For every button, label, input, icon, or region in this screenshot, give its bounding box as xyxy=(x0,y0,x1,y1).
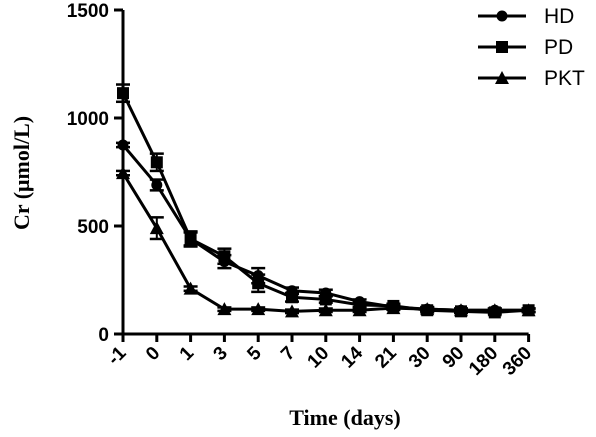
data-point xyxy=(218,250,231,263)
data-point xyxy=(454,303,468,317)
data-point xyxy=(116,166,130,180)
y-tick-label: 1000 xyxy=(67,109,109,130)
data-point xyxy=(217,302,232,316)
legend-entry: PKT xyxy=(478,67,585,90)
x-tick-label: 21 xyxy=(371,342,401,372)
series-pkt xyxy=(116,166,536,318)
x-tick-label: 90 xyxy=(439,343,469,373)
legend-marker xyxy=(495,71,509,84)
data-point xyxy=(251,302,266,316)
data-point xyxy=(117,139,129,151)
data-point xyxy=(352,303,367,317)
x-axis-title: Time (days) xyxy=(289,405,400,430)
x-tick-label: -1 xyxy=(104,342,131,369)
legend: HD PD PKT xyxy=(478,5,585,90)
series-hd xyxy=(116,139,536,316)
x-tick-label: 180 xyxy=(465,343,502,380)
legend-label: HD xyxy=(544,5,574,28)
legend-marker xyxy=(496,41,508,53)
y-tick-label: 1500 xyxy=(67,1,109,22)
x-tick-label: 5 xyxy=(243,342,266,365)
data-point xyxy=(183,281,198,295)
data-point xyxy=(318,303,333,317)
legend-label: PD xyxy=(544,36,573,59)
x-tick-label: 30 xyxy=(405,343,435,373)
x-tick-label: 360 xyxy=(499,343,536,380)
data-point xyxy=(151,179,163,191)
data-point xyxy=(252,277,265,290)
x-tick-label: 7 xyxy=(277,343,299,365)
x-tick-label: 1 xyxy=(176,342,199,365)
y-tick-label: 500 xyxy=(77,217,109,238)
legend-entry: PD xyxy=(478,36,573,59)
legend-label: PKT xyxy=(544,67,585,90)
series-pd xyxy=(116,83,536,319)
data-point xyxy=(286,291,298,304)
y-axis-title: Cr (μmol/L) xyxy=(9,116,34,230)
x-tick-label: 10 xyxy=(304,343,334,373)
data-point xyxy=(150,156,163,169)
legend-entry: HD xyxy=(478,5,574,28)
y-tick-label: 0 xyxy=(98,325,109,346)
series-layer xyxy=(116,83,536,319)
data-point xyxy=(285,304,299,318)
data-point xyxy=(117,87,129,100)
data-point xyxy=(149,221,164,235)
data-point xyxy=(487,303,502,317)
data-point xyxy=(184,232,197,245)
data-point xyxy=(319,293,332,306)
x-tick-label: 3 xyxy=(210,343,232,365)
data-point xyxy=(521,303,536,317)
legend-marker xyxy=(496,10,508,22)
x-tick-label: 14 xyxy=(337,342,367,372)
data-point xyxy=(386,301,401,315)
x-tick-label: 0 xyxy=(142,343,164,365)
data-point xyxy=(420,302,435,316)
